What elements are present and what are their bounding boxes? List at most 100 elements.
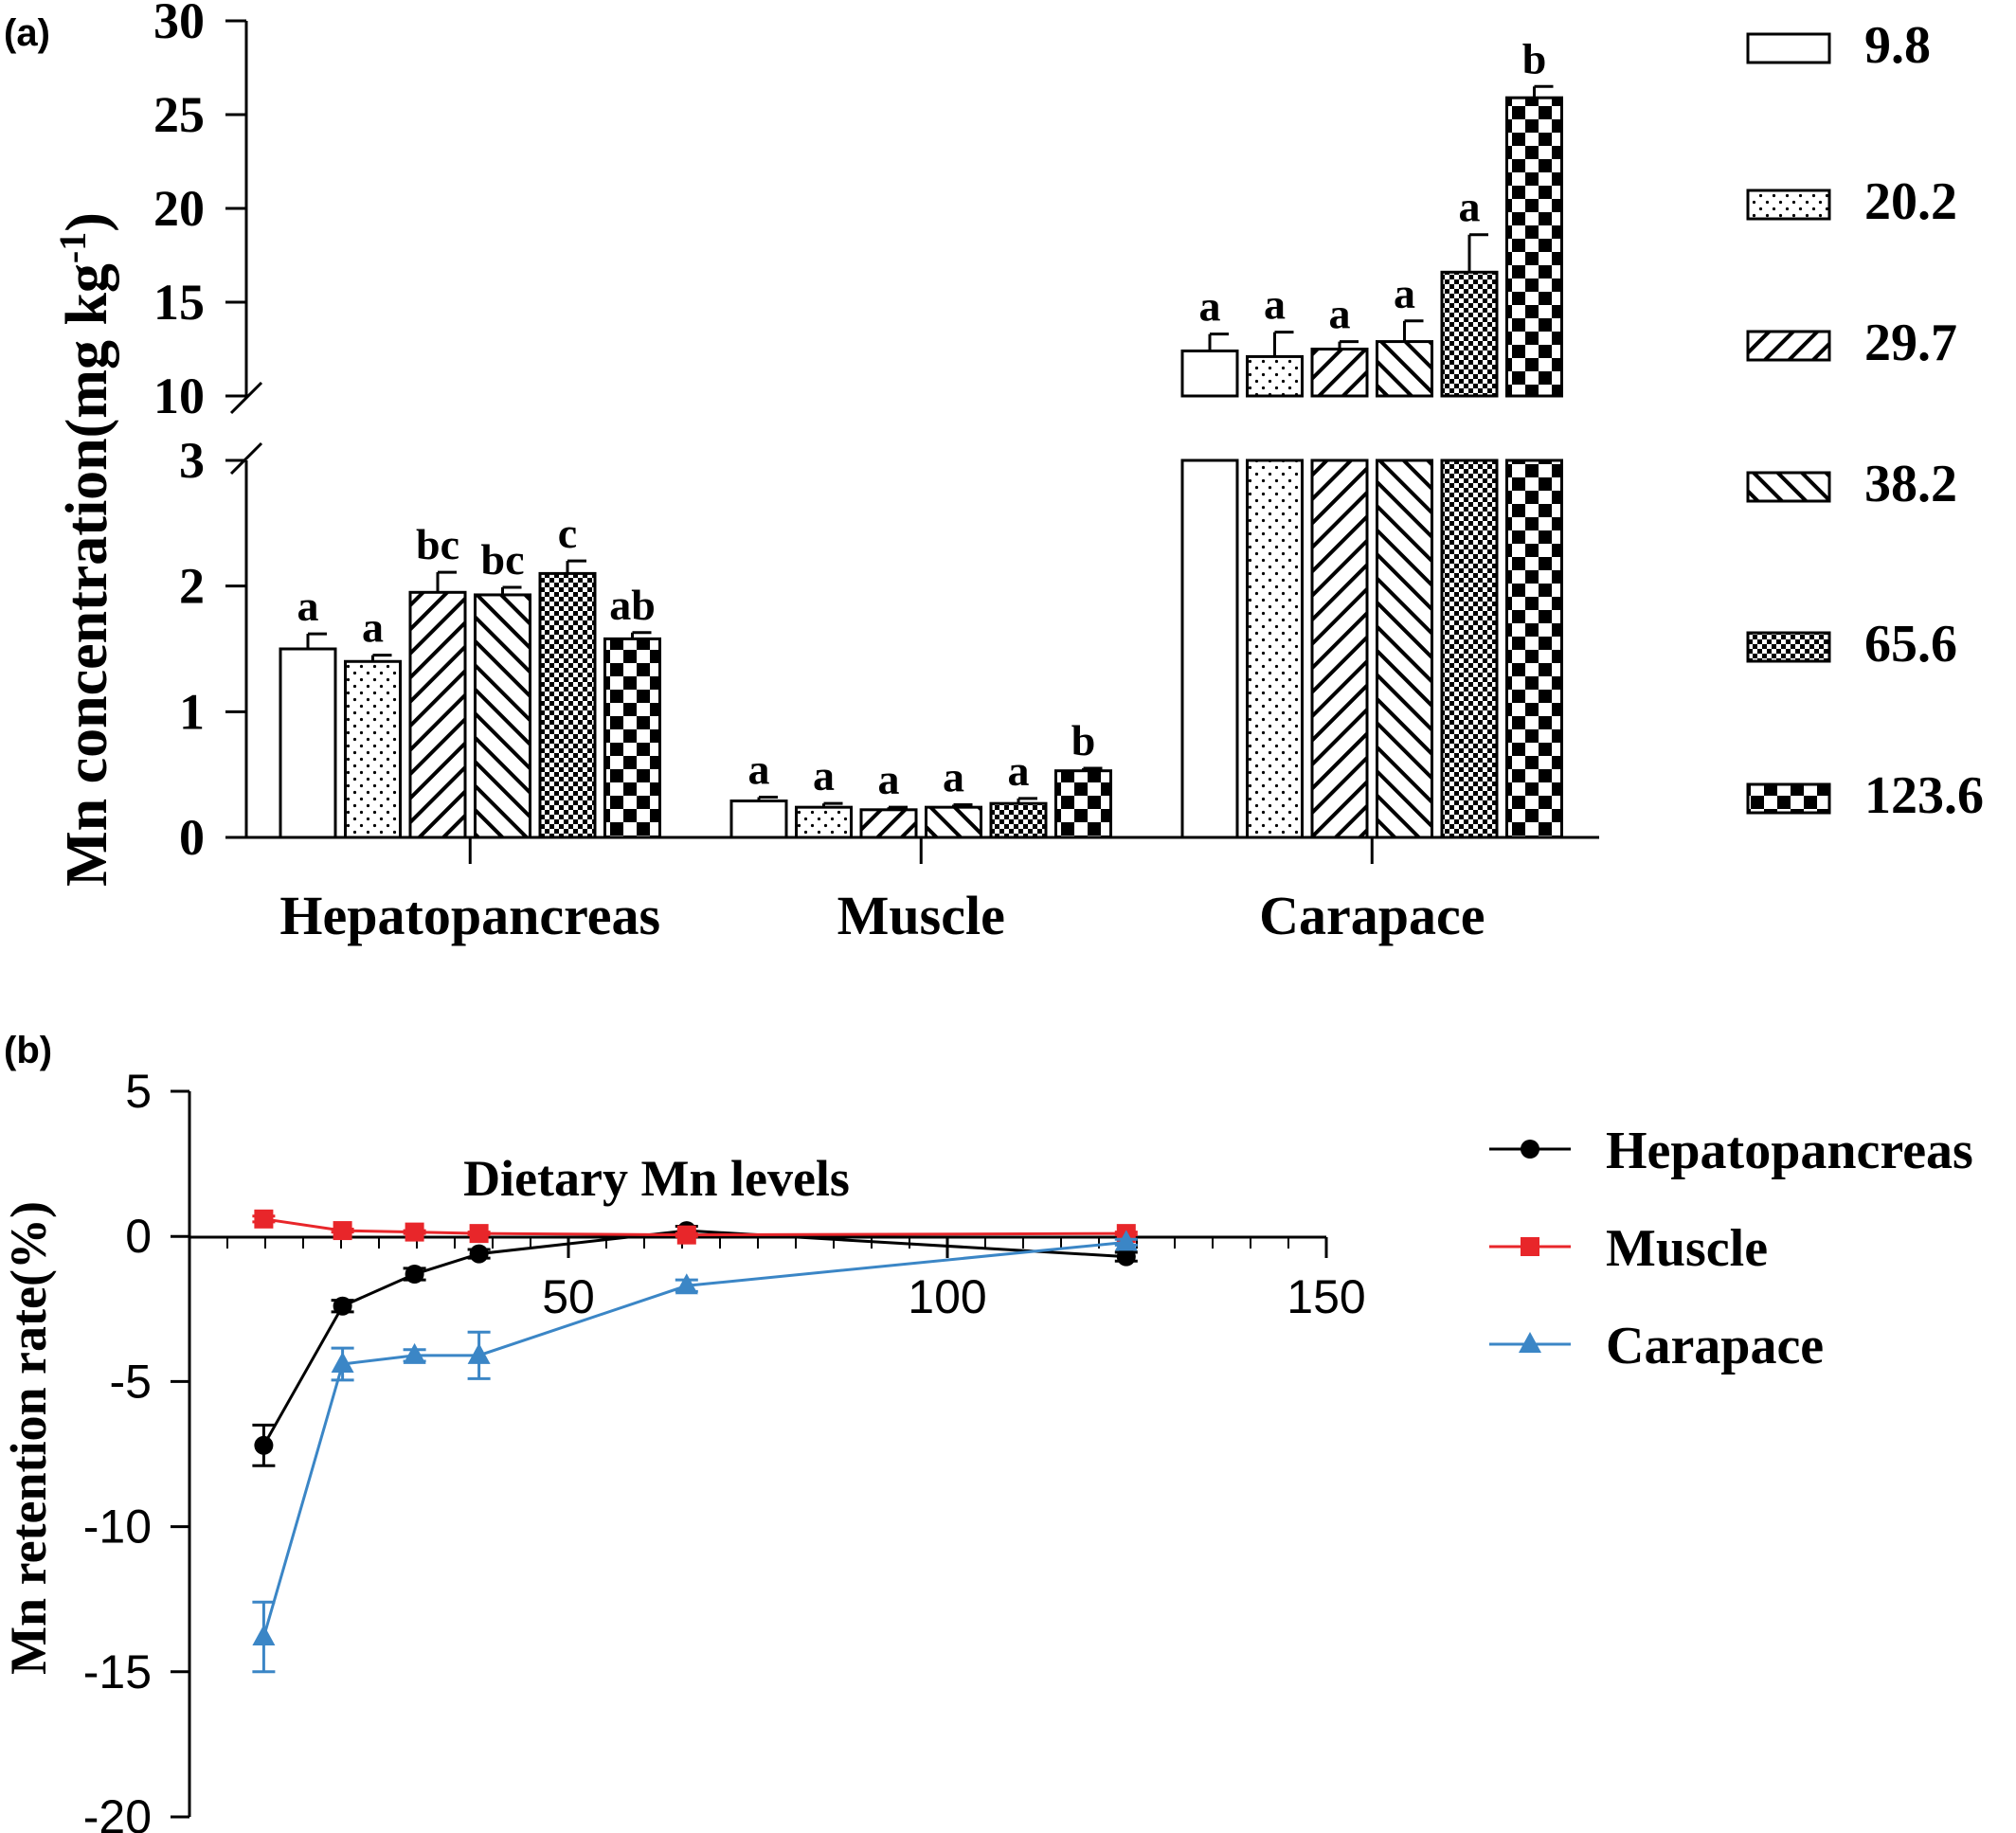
data-point-hepatopancreas xyxy=(405,1265,424,1285)
data-point-carapace xyxy=(331,1352,354,1374)
bar xyxy=(1376,340,1433,398)
bar xyxy=(1505,96,1563,398)
significance-letter: a xyxy=(362,603,384,652)
axis-break-mark xyxy=(229,381,263,415)
panel-a-label: (a) xyxy=(4,12,50,54)
x-tick-label: 50 xyxy=(542,1270,595,1323)
legend-swatch xyxy=(1746,782,1831,815)
x-tick-label: 150 xyxy=(1287,1270,1365,1323)
bar xyxy=(474,593,531,839)
significance-letter: ab xyxy=(609,581,656,629)
y-tick-label: -5 xyxy=(110,1355,152,1408)
data-point-muscle xyxy=(405,1222,424,1242)
data-point-carapace xyxy=(1114,1230,1138,1251)
x-tick-label: 100 xyxy=(908,1270,986,1323)
bar xyxy=(729,800,788,839)
significance-letter: a xyxy=(813,751,835,800)
legend-swatch xyxy=(1746,189,1831,221)
series-line-hepatopancreas xyxy=(262,1229,1126,1447)
significance-letter: b xyxy=(1071,716,1096,764)
legend-marker xyxy=(1521,1140,1539,1159)
legend-swatch xyxy=(1746,631,1831,663)
data-point-muscle xyxy=(469,1224,489,1244)
bar-lower-segment xyxy=(1246,458,1304,839)
legend-swatch xyxy=(1746,330,1831,362)
significance-letter: bc xyxy=(416,520,459,568)
y-tick-label: 30 xyxy=(153,0,205,49)
data-point-carapace xyxy=(403,1342,426,1364)
significance-letter: a xyxy=(1394,269,1415,317)
bar xyxy=(408,590,467,839)
bar-lower-segment xyxy=(1376,458,1433,839)
significance-letter: a xyxy=(297,582,319,630)
y-tick-label: 25 xyxy=(153,86,205,143)
series-line-muscle xyxy=(263,1217,1126,1237)
bar xyxy=(989,801,1048,839)
data-point-carapace xyxy=(467,1342,491,1364)
legend-label: Carapace xyxy=(1606,1317,1824,1375)
y-tick-label: 5 xyxy=(125,1065,152,1118)
y-tick-label: 2 xyxy=(179,558,205,615)
y-tick-label: 0 xyxy=(125,1210,152,1263)
series-line-carapace xyxy=(261,1240,1126,1638)
bar xyxy=(279,647,337,839)
significance-letter: a xyxy=(943,753,964,801)
panel-b-label: (b) xyxy=(4,1030,52,1071)
legend-label: 65.6 xyxy=(1864,615,1957,674)
significance-letter: a xyxy=(1329,290,1351,338)
y-tick-label: 0 xyxy=(179,809,205,866)
significance-letter: b xyxy=(1522,34,1547,82)
bar-lower-segment xyxy=(1180,458,1239,839)
y-tick-label: 3 xyxy=(179,432,205,489)
y-tick-label: -10 xyxy=(83,1501,152,1554)
bar xyxy=(1054,769,1112,839)
bar xyxy=(1246,354,1304,398)
y-tick-label: 15 xyxy=(153,274,205,331)
data-point-muscle xyxy=(254,1209,274,1229)
bar xyxy=(344,659,402,839)
bar xyxy=(859,808,918,839)
line-chart-y-axis-label: Mn retention rate(%) xyxy=(0,1201,57,1675)
data-point-hepatopancreas xyxy=(333,1296,352,1316)
bar-chart-panel-a: 0 1 2 3 10 15 20 25 30 Hepatopancreas Muscle Carapa… xyxy=(51,0,1984,946)
legend-label: 9.8 xyxy=(1864,16,1931,75)
legend-label: Hepatopancreas xyxy=(1606,1122,1973,1180)
bar-lower-segment xyxy=(1505,458,1563,839)
legend-marker xyxy=(1521,1237,1539,1256)
data-point-carapace xyxy=(675,1273,698,1295)
data-point-hepatopancreas xyxy=(254,1435,274,1455)
legend-label: 29.7 xyxy=(1864,314,1957,372)
x-tick-label-carapace: Carapace xyxy=(1259,885,1485,946)
axis-break-mark xyxy=(229,441,263,476)
y-tick-label: 20 xyxy=(153,180,205,237)
bar-lower-segment xyxy=(1310,458,1369,839)
line-chart-x-axis-label: Dietary Mn levels xyxy=(463,1150,850,1207)
bar-chart-y-axis-label: Mn concentration(mg kg-1) xyxy=(51,212,119,887)
x-tick-label-hepatopancreas: Hepatopancreas xyxy=(279,885,660,946)
significance-letter: c xyxy=(558,509,577,557)
bar xyxy=(925,805,982,839)
significance-letter: a xyxy=(878,755,900,803)
bar-lower-segment xyxy=(1440,458,1499,839)
significance-letter: a xyxy=(1199,282,1221,331)
significance-letter: a xyxy=(1264,280,1286,329)
legend-swatch xyxy=(1746,471,1831,503)
bar-chart-legend: 9.8 20.2 29.7 38.2 65.6 123.6 xyxy=(1746,16,1984,825)
data-point-carapace xyxy=(252,1625,276,1646)
y-tick-label: -15 xyxy=(83,1645,152,1698)
y-tick-label: 1 xyxy=(179,683,205,740)
bar xyxy=(603,637,661,839)
y-tick-label: -20 xyxy=(83,1790,152,1833)
legend-swatch xyxy=(1746,32,1831,64)
bar xyxy=(1440,270,1499,398)
legend-marker xyxy=(1519,1332,1541,1353)
legend-label: 20.2 xyxy=(1864,172,1957,231)
legend-label: 123.6 xyxy=(1864,766,1984,825)
data-point-muscle xyxy=(676,1225,696,1245)
data-point-hepatopancreas xyxy=(469,1244,489,1264)
bar xyxy=(795,805,853,839)
x-tick-label-muscle: Muscle xyxy=(837,885,1005,946)
